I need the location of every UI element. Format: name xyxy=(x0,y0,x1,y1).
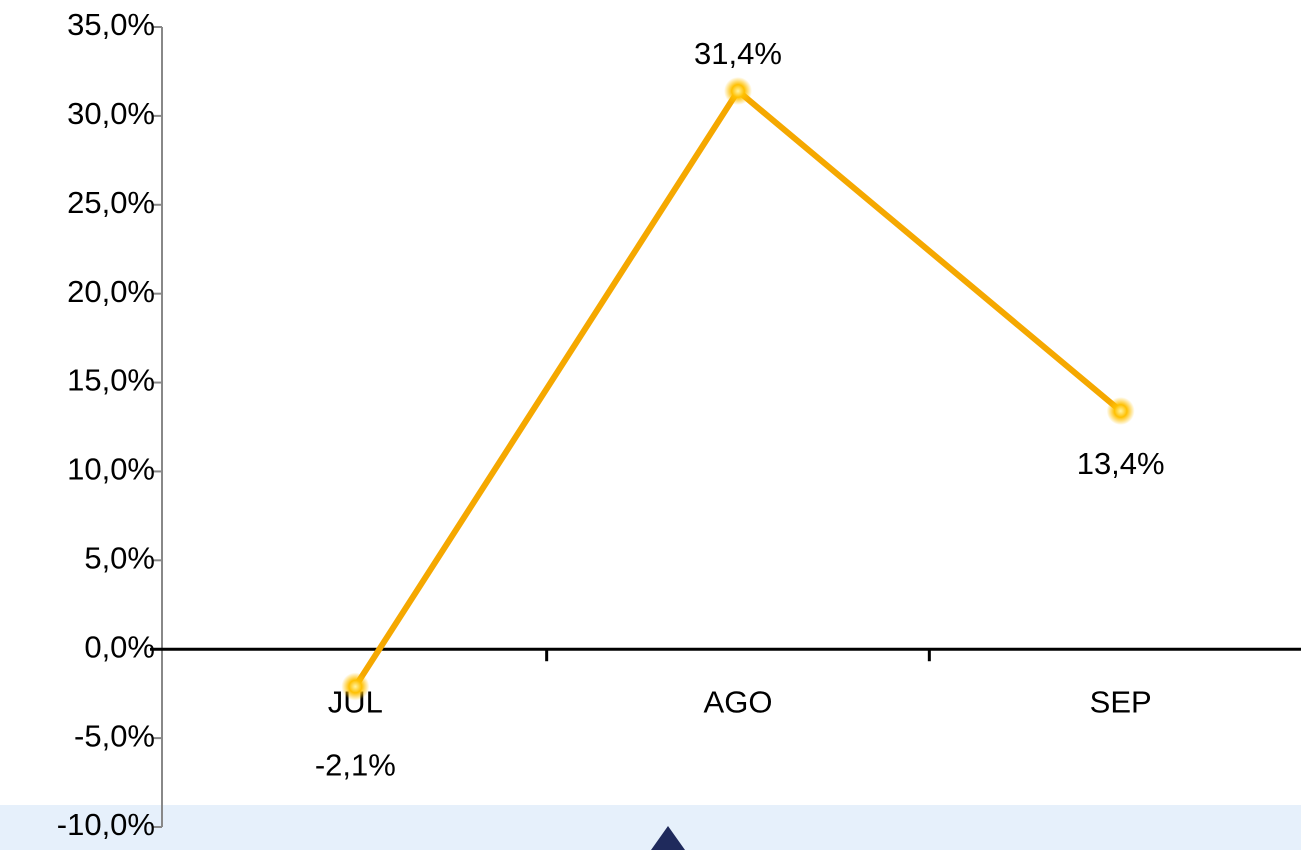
marker xyxy=(1106,397,1135,425)
footer-band xyxy=(0,805,1301,850)
data-label: 13,4% xyxy=(1077,446,1165,481)
y-tick-label: 20,0% xyxy=(67,274,155,309)
marker xyxy=(341,672,370,701)
y-tick-label: -10,0% xyxy=(57,807,155,842)
y-tick-label: 25,0% xyxy=(67,185,155,220)
y-tick-label: 10,0% xyxy=(67,452,155,487)
y-tick-label: 15,0% xyxy=(67,363,155,398)
data-label: -2,1% xyxy=(315,747,396,782)
y-tick-label: 35,0% xyxy=(67,7,155,42)
line xyxy=(352,86,1123,689)
marker xyxy=(724,77,752,105)
y-tick-label: 30,0% xyxy=(67,96,155,131)
y-tick-label: 5,0% xyxy=(84,541,155,576)
x-tick-label: SEP xyxy=(1090,684,1152,719)
y-tick-label: 0,0% xyxy=(84,629,155,664)
data-label: 31,4% xyxy=(694,36,782,71)
y-tick-label: -5,0% xyxy=(74,718,155,753)
triangle-icon xyxy=(651,826,685,850)
x-tick-label: AGO xyxy=(704,684,773,719)
